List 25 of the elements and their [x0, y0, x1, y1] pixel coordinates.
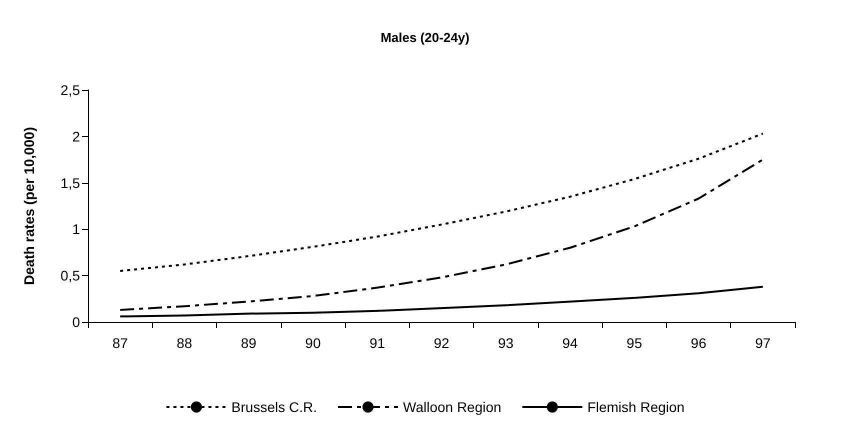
x-tick-label: 88: [176, 335, 192, 351]
x-tick-label: 97: [755, 335, 771, 351]
legend-label: Brussels C.R.: [231, 399, 318, 415]
legend-label: Walloon Region: [403, 399, 502, 415]
y-axis-title: Death rates (per 10,000): [21, 127, 37, 285]
chart-title: Males (20-24y): [380, 30, 470, 45]
x-tick-label: 95: [626, 335, 642, 351]
x-tick-label: 96: [690, 335, 707, 351]
x-tick-label: 92: [434, 335, 450, 351]
y-tick-label: 1: [72, 221, 80, 238]
x-tick-label: 87: [112, 335, 128, 351]
line-series: [119, 132, 764, 272]
y-tick-label: 0,5: [60, 268, 80, 284]
y-tick-label: 2: [72, 128, 80, 144]
x-tick-label: 91: [369, 335, 386, 351]
x-tick-label: 93: [498, 335, 514, 351]
y-tick-label: 0: [72, 314, 80, 330]
x-tick-label: 89: [240, 335, 257, 351]
x-tick-label: 90: [305, 335, 321, 351]
x-tick-label: 94: [562, 335, 578, 351]
line-series: [119, 158, 764, 311]
y-tick-label: 1,5: [60, 174, 80, 191]
y-tick-label: 2,5: [60, 82, 80, 98]
line-series: [119, 286, 764, 318]
legend-label: Flemish Region: [587, 399, 685, 415]
